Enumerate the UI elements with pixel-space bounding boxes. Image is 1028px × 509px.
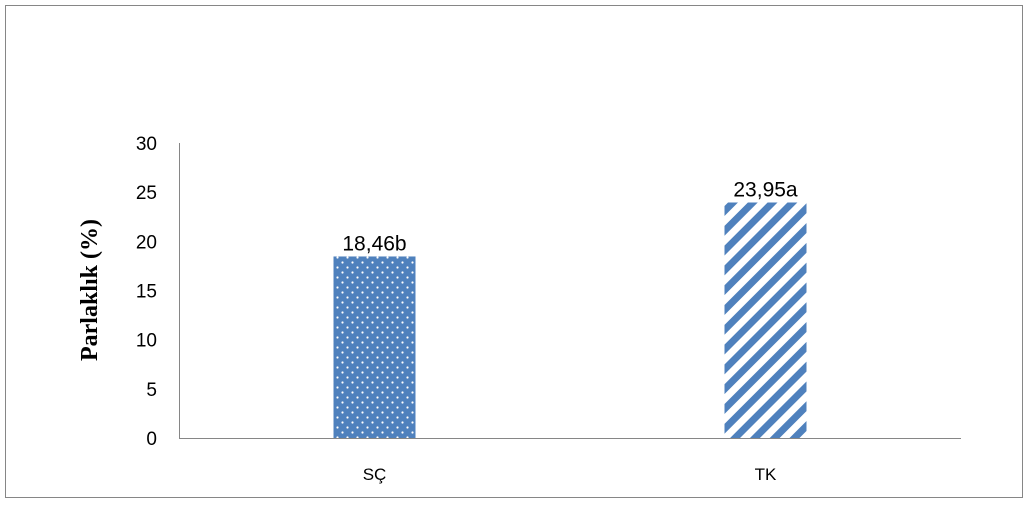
bar-2 [724, 202, 807, 438]
y-tick-label: 5 [146, 380, 157, 401]
y-axis-title: Parlaklık (%) [77, 219, 103, 361]
data-label-1: 18,46b [342, 232, 406, 255]
category-label-2: TK [755, 465, 777, 484]
bar-series [333, 202, 807, 438]
y-tick-label: 30 [136, 134, 157, 155]
y-tick-label: 15 [136, 282, 157, 303]
category-label-1: SÇ [363, 465, 387, 484]
y-tick-label: 0 [146, 429, 157, 450]
y-tick-label: 25 [136, 183, 157, 204]
chart-border [5, 5, 1023, 498]
y-tick-label: 10 [136, 331, 157, 352]
bar-1 [333, 256, 416, 438]
data-label-2: 23,95a [733, 178, 798, 201]
y-tick-label: 20 [136, 232, 157, 253]
y-axis-tick-labels: 0 5 10 15 20 25 30 [136, 134, 157, 450]
x-axis-category-labels: SÇ TK [363, 465, 777, 484]
data-labels: 18,46b 23,95a [342, 178, 798, 255]
